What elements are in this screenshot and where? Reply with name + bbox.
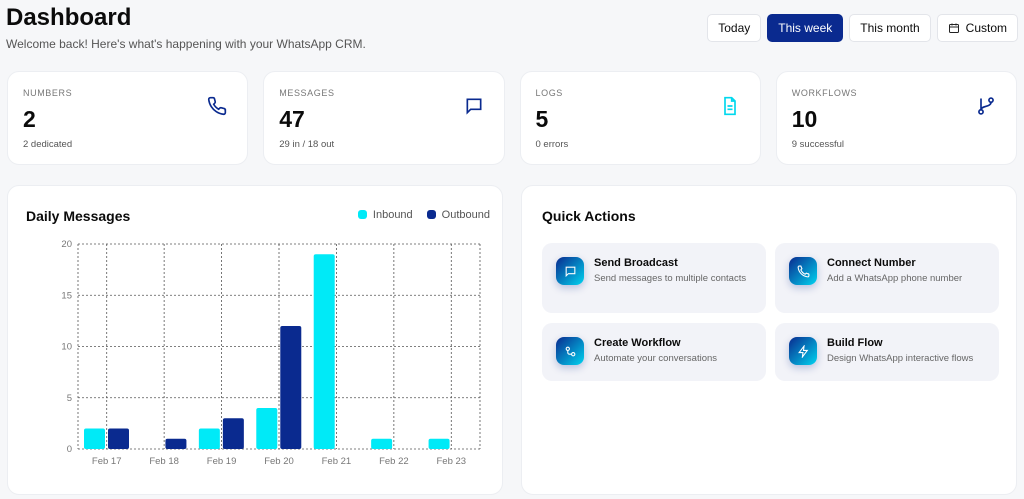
git-branch-icon	[978, 97, 994, 115]
stat-sub: 0 errors	[535, 139, 569, 150]
range-label: Custom	[965, 21, 1007, 35]
stat-card-workflows[interactable]: WORKFLOWS 10 9 successful	[775, 71, 1017, 165]
quick-actions-title: Quick Actions	[542, 208, 636, 224]
x-tick-label: Feb 21	[322, 456, 352, 467]
bar-inbound	[256, 408, 278, 449]
stat-card-messages[interactable]: MESSAGES 47 29 in / 18 out	[263, 71, 505, 165]
quick-action-create-workflow[interactable]: Create Workflow Automate your conversati…	[542, 323, 766, 381]
stat-sub: 9 successful	[791, 139, 845, 150]
range-today-button[interactable]: Today	[707, 14, 762, 42]
quick-action-desc: Automate your conversations	[594, 353, 718, 364]
quick-action-desc: Add a WhatsApp phone number	[827, 273, 963, 284]
bar-outbound	[280, 326, 302, 449]
chart-title: Daily Messages	[26, 208, 131, 224]
x-tick-label: Feb 22	[379, 456, 409, 467]
quick-action-send-broadcast[interactable]: Send Broadcast Send messages to multiple…	[542, 243, 766, 313]
range-this-month-button[interactable]: This month	[849, 14, 931, 42]
stats-row: NUMBERS 2 2 dedicated MESSAGES 47 29 in …	[7, 71, 1017, 165]
stat-label: NUMBERS	[23, 88, 73, 98]
stat-label: LOGS	[535, 88, 563, 98]
x-tick-label: Feb 20	[264, 456, 294, 467]
bar-outbound	[108, 428, 129, 449]
y-tick-label: 15	[61, 290, 72, 301]
message-icon	[556, 257, 584, 285]
page-subtitle: Welcome back! Here's what's happening wi…	[6, 37, 366, 51]
x-tick-label: Feb 19	[207, 456, 237, 467]
phone-icon	[789, 257, 817, 285]
quick-action-title: Build Flow	[827, 337, 883, 349]
daily-messages-panel: Daily Messages Inbound Outbound 0 5 10 15 20…	[7, 185, 503, 495]
zap-icon	[789, 337, 817, 365]
x-tick-label: Feb 23	[436, 456, 466, 467]
stat-card-logs[interactable]: LOGS 5 0 errors	[519, 71, 761, 165]
quick-action-desc: Send messages to multiple contacts	[594, 273, 747, 284]
stat-label: WORKFLOWS	[791, 88, 858, 98]
quick-action-title: Send Broadcast	[594, 257, 678, 269]
stat-value: 2	[23, 106, 36, 132]
stat-sub: 2 dedicated	[23, 139, 73, 150]
quick-action-build-flow[interactable]: Build Flow Design WhatsApp interactive f…	[775, 323, 999, 381]
stat-value: 5	[535, 106, 549, 132]
range-custom-button[interactable]: Custom	[936, 14, 1018, 42]
stat-value: 47	[279, 106, 305, 132]
quick-actions-panel: Quick Actions Send Broadcast Send messag…	[521, 185, 1017, 495]
quick-action-desc: Design WhatsApp interactive flows	[827, 353, 974, 364]
stat-label: MESSAGES	[279, 88, 335, 98]
date-range-selector: Today This week This month Custom	[707, 14, 1018, 42]
bar-outbound	[165, 438, 187, 449]
legend-label: Inbound	[372, 209, 413, 221]
bar-inbound	[428, 438, 450, 449]
message-icon	[466, 98, 481, 115]
legend-inbound[interactable]: Inbound	[357, 209, 413, 221]
range-this-week-button[interactable]: This week	[767, 14, 844, 42]
y-tick-label: 0	[67, 444, 72, 455]
stat-value: 10	[791, 106, 818, 132]
y-tick-label: 10	[61, 342, 72, 353]
file-icon	[723, 96, 736, 116]
quick-action-title: Create Workflow	[594, 337, 681, 349]
quick-action-connect-number[interactable]: Connect Number Add a WhatsApp phone numb…	[775, 243, 999, 313]
chart-legend: Inbound Outbound	[357, 209, 490, 221]
range-label: This month	[860, 21, 920, 35]
legend-outbound[interactable]: Outbound	[426, 209, 490, 221]
workflow-icon	[556, 337, 584, 365]
range-label: This week	[778, 21, 833, 35]
calendar-icon	[948, 23, 959, 33]
quick-action-title: Connect Number	[827, 257, 916, 269]
x-tick-label: Feb 17	[92, 456, 122, 467]
x-tick-label: Feb 18	[149, 456, 179, 467]
bar-inbound	[313, 254, 335, 449]
daily-messages-chart: 0 5 10 15 20 Feb 17 Feb 18 Feb 19 Feb 20 Feb 21 Fe…	[61, 239, 481, 467]
bar-outbound	[222, 418, 244, 449]
stat-card-numbers[interactable]: NUMBERS 2 2 dedicated	[7, 71, 249, 165]
phone-icon	[208, 96, 227, 116]
stat-sub: 29 in / 18 out	[279, 139, 335, 150]
bar-inbound	[371, 438, 393, 449]
page-title: Dashboard	[6, 4, 132, 31]
bar-inbound	[198, 428, 220, 449]
legend-label: Outbound	[441, 209, 490, 221]
y-tick-label: 5	[67, 393, 72, 404]
range-label: Today	[718, 21, 751, 35]
bar-inbound	[84, 428, 105, 449]
y-tick-label: 20	[61, 239, 72, 250]
